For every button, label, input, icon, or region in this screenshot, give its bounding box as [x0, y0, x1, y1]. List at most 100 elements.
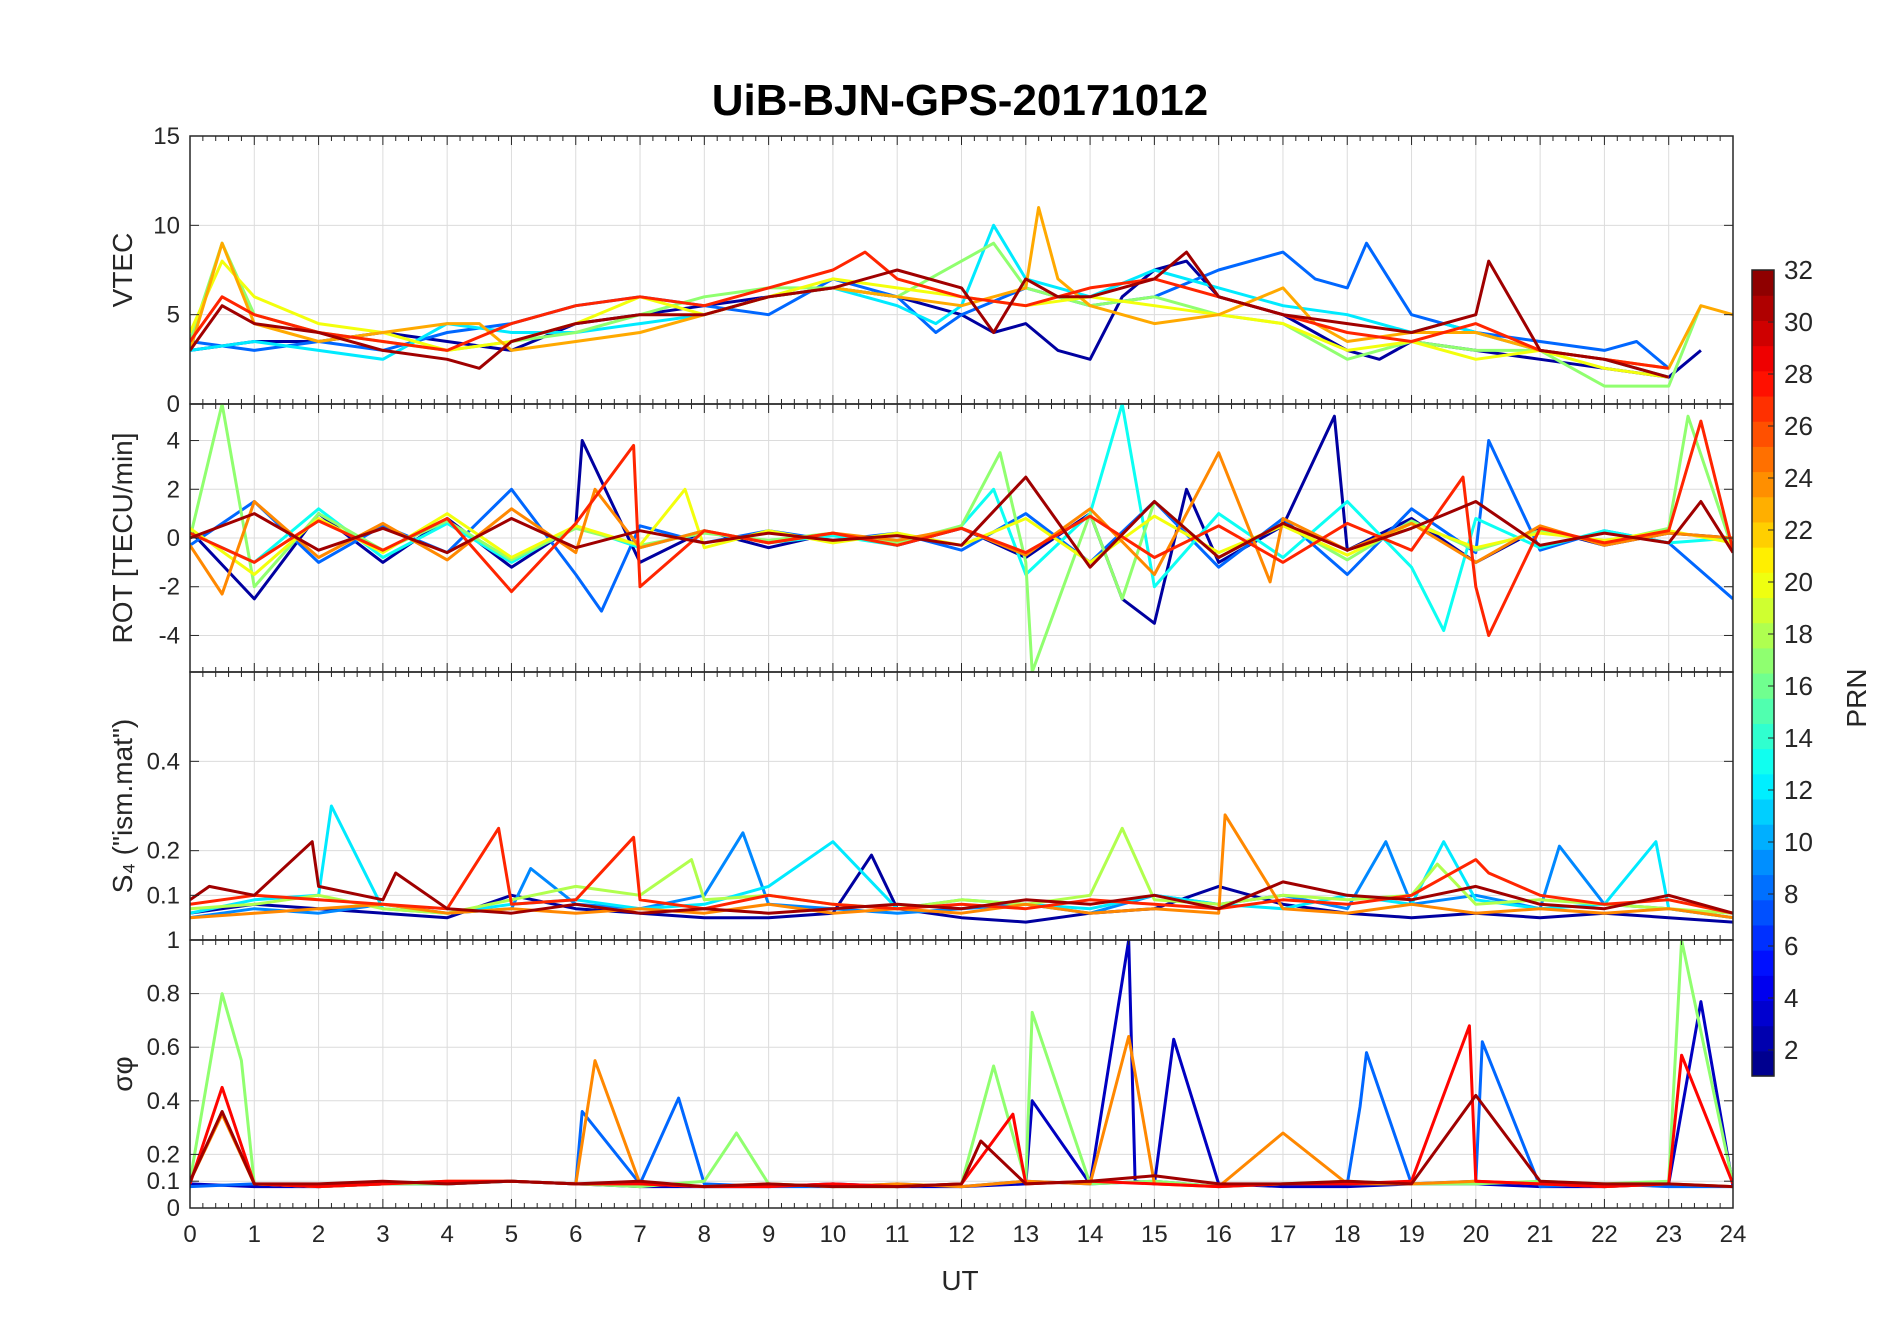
colorbar-segment [1752, 924, 1774, 951]
series-line-prn-31 [190, 1093, 1733, 1189]
x-tick-label: 6 [569, 1221, 582, 1248]
colorbar-tick-label: 4 [1784, 983, 1798, 1013]
colorbar-segment [1752, 899, 1774, 926]
colorbar-tick-label: 10 [1784, 827, 1813, 857]
colorbar-tick-label: 26 [1784, 411, 1813, 441]
colorbar-tick-label: 24 [1784, 463, 1813, 493]
colorbar-segment [1752, 698, 1774, 724]
y-tick-label: 0.8 [147, 981, 180, 1008]
x-tick-label: 5 [505, 1221, 518, 1248]
colorbar-segment [1752, 597, 1774, 624]
y-tick-label: 0.6 [147, 1034, 180, 1061]
colorbar-box [1751, 269, 1775, 1077]
y-axis-label: ROT [TECU/min] [107, 432, 138, 643]
y-axis-label: VTEC [107, 233, 138, 308]
y-tick-label: 2 [167, 476, 180, 503]
colorbar-segment [1752, 874, 1774, 901]
series-line-prn-24 [190, 813, 1733, 920]
x-tick-label: 0 [183, 1221, 196, 1248]
colorbar-tick-label: 32 [1784, 255, 1813, 285]
x-tick-label: 21 [1527, 1221, 1554, 1248]
x-tick-label: 12 [948, 1221, 975, 1248]
x-tick-label: 9 [762, 1221, 775, 1248]
x-axis-label: UT [941, 1265, 978, 1296]
series-line-prn-31 [190, 840, 1733, 915]
y-tick-label: -2 [159, 574, 180, 601]
colorbar-tick-label: 22 [1784, 515, 1813, 545]
y-tick-label: 0 [167, 525, 180, 552]
x-tick-label: 2 [312, 1221, 325, 1248]
colorbar-segment [1752, 798, 1774, 825]
y-tick-label: 0.4 [147, 748, 180, 775]
x-tick-label: 16 [1205, 1221, 1232, 1248]
colorbar-segment [1752, 723, 1774, 750]
x-tick-label: 7 [633, 1221, 646, 1248]
colorbar-segment [1752, 647, 1774, 674]
x-tick-label: 18 [1334, 1221, 1361, 1248]
colorbar-segment [1752, 521, 1774, 548]
series-group [190, 404, 1733, 672]
y-tick-label: 1 [167, 927, 180, 954]
colorbar-segment [1752, 1050, 1774, 1077]
series-line-prn-31 [190, 475, 1733, 569]
colorbar-tick-label: 18 [1784, 619, 1813, 649]
x-tick-label: 8 [698, 1221, 711, 1248]
series-line-prn-27 [190, 419, 1733, 637]
x-tick-label: 3 [376, 1221, 389, 1248]
colorbar-segment [1752, 1025, 1774, 1052]
series-line-prn-31 [190, 250, 1670, 379]
y-tick-label: 0 [167, 1195, 180, 1222]
chart-title: UiB-BJN-GPS-20171012 [712, 76, 1208, 125]
series-line-prn-2 [190, 853, 1733, 924]
series-line-prn-18 [190, 826, 1733, 915]
colorbar-segment [1752, 345, 1774, 372]
colorbar-tick-label: 20 [1784, 567, 1813, 597]
colorbar-segment [1752, 421, 1774, 447]
colorbar-segment [1752, 673, 1774, 699]
y-tick-label: 0.2 [147, 838, 180, 865]
colorbar-segment [1752, 395, 1774, 422]
series-group [190, 940, 1733, 1189]
y-tick-label: 0.4 [147, 1088, 180, 1115]
colorbar-tick-label: 6 [1784, 931, 1798, 961]
x-tick-label: 11 [885, 1221, 910, 1248]
series-group [190, 804, 1733, 924]
colorbar-tick-label: 12 [1784, 775, 1813, 805]
colorbar-tick-label: 30 [1784, 307, 1813, 337]
colorbar-tick-label: 28 [1784, 359, 1813, 389]
colorbar-segment [1752, 270, 1774, 296]
x-tick-label: 13 [1012, 1221, 1039, 1248]
series-line-prn-23 [190, 206, 1733, 370]
y-tick-label: 10 [153, 212, 180, 239]
colorbar-segment [1752, 622, 1774, 649]
series-group [190, 206, 1733, 388]
colorbar-segment [1752, 496, 1774, 523]
colorbar-segment [1752, 446, 1774, 473]
colorbar-segment [1752, 471, 1774, 498]
colorbar-segment [1752, 1000, 1774, 1027]
colorbar-segment [1752, 975, 1774, 1002]
panel-2: -4 -2 0 2 4 ROT [TECU/min] [107, 403, 1734, 673]
colorbar-segment [1752, 320, 1774, 347]
colorbar-segment [1752, 950, 1774, 976]
series-line-prn-13 [190, 404, 1733, 633]
colorbar-tick-label: 14 [1784, 723, 1813, 753]
y-tick-label: 4 [167, 428, 180, 455]
y-tick-label: 0.2 [147, 1141, 180, 1168]
x-tick-label: 4 [440, 1221, 453, 1248]
x-tick-label: 24 [1720, 1221, 1747, 1248]
y-tick-label: -4 [159, 622, 180, 649]
x-tick-label: 15 [1141, 1221, 1168, 1248]
colorbar-segment [1752, 370, 1774, 397]
series-line-prn-8 [190, 439, 1733, 613]
colorbar-segment [1752, 773, 1774, 800]
x-tick-label: 14 [1077, 1221, 1104, 1248]
y-tick-label: 15 [153, 123, 180, 150]
colorbar-segment [1752, 295, 1774, 321]
colorbar-segment [1752, 824, 1774, 850]
x-tick-label: 10 [820, 1221, 847, 1248]
y-axis-label: σφ [107, 1056, 138, 1091]
